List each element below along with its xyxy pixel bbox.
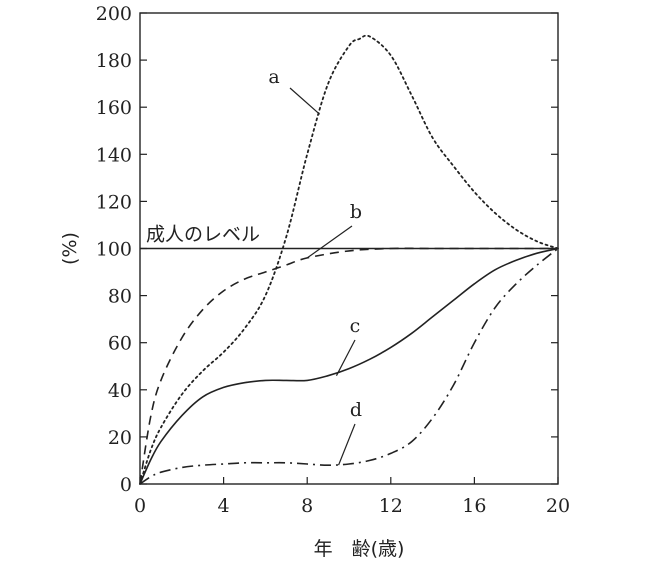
x-tick-label: 8 xyxy=(301,495,313,517)
x-axis-label: 年 齢(歳) xyxy=(314,538,405,560)
series-line-b xyxy=(139,247,559,485)
y-tick-label: 60 xyxy=(108,333,132,355)
adult-level-label: 成人のレベル xyxy=(146,224,260,246)
leader-line-b xyxy=(306,225,353,259)
series-label-d: d xyxy=(350,399,362,421)
y-tick-label: 0 xyxy=(120,474,132,496)
series-label-b: b xyxy=(350,201,362,223)
y-axis-label: (%) xyxy=(59,232,81,265)
x-tick-label: 4 xyxy=(218,495,230,517)
series-label-c: c xyxy=(350,315,361,337)
leader-line-a xyxy=(289,87,321,115)
leader-line-c xyxy=(335,339,356,376)
leader-layer: a b c d xyxy=(268,66,362,466)
y-tick-label: 80 xyxy=(108,286,132,308)
x-tick-label: 12 xyxy=(379,495,403,517)
y-tick-label: 160 xyxy=(96,97,132,119)
leader-line-d xyxy=(337,423,356,466)
series-line-a xyxy=(139,34,559,485)
series-line-c xyxy=(139,247,559,485)
y-tick-label: 120 xyxy=(96,191,132,213)
y-tick-label: 40 xyxy=(108,380,132,402)
series-line-d xyxy=(139,247,559,485)
y-tick-label: 140 xyxy=(96,144,132,166)
y-tick-label: 200 xyxy=(96,3,132,25)
x-tick-label: 0 xyxy=(134,495,146,517)
series-label-a: a xyxy=(268,66,279,88)
y-tick-label: 20 xyxy=(108,427,132,449)
y-tick-label: 100 xyxy=(96,239,132,261)
x-tick-label: 20 xyxy=(546,495,570,517)
ticks-layer: 0 20 40 60 80 100 120 140 160 180 200 0 4 8 12 16 20 xyxy=(96,3,570,517)
plot-frame xyxy=(139,12,559,485)
y-tick-label: 180 xyxy=(96,50,132,72)
x-tick-label: 16 xyxy=(462,495,486,517)
